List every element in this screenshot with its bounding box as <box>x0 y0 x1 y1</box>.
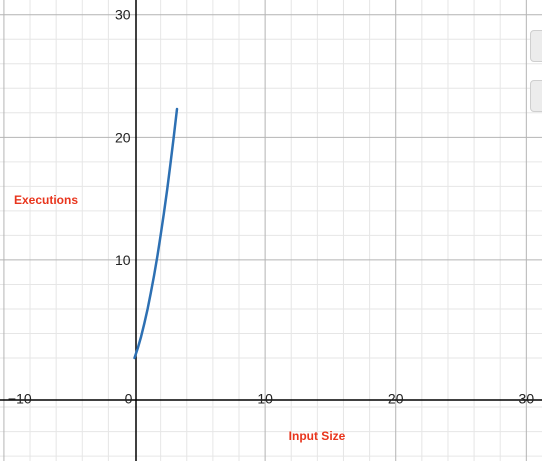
x-tick-label: −10 <box>8 391 32 407</box>
y-tick-label: 10 <box>115 252 131 268</box>
series-layer <box>133 107 179 360</box>
zoom-out-button[interactable] <box>530 80 542 112</box>
zoom-in-button[interactable] <box>530 30 542 62</box>
x-tick-label: 10 <box>257 391 273 407</box>
tick-labels: −10 0 10 20 30 10 20 30 <box>8 7 534 407</box>
y-tick-label: 30 <box>115 7 131 23</box>
x-tick-label: 0 <box>125 391 133 407</box>
y-axis-title: Executions <box>14 193 78 207</box>
x-axis-title: Input Size <box>289 429 346 443</box>
y-tick-label: 20 <box>115 129 131 145</box>
series-line <box>133 107 179 360</box>
x-tick-label: 20 <box>388 391 404 407</box>
x-tick-label: 30 <box>519 391 535 407</box>
